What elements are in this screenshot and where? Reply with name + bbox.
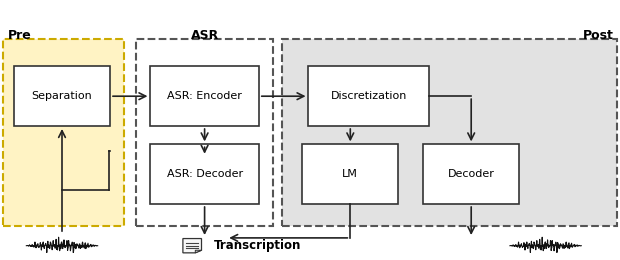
Text: Transcription: Transcription: [214, 239, 301, 252]
Text: Discretization: Discretization: [330, 91, 407, 101]
FancyBboxPatch shape: [136, 39, 273, 226]
Text: ASR: Encoder: ASR: Encoder: [167, 91, 242, 101]
FancyBboxPatch shape: [282, 39, 617, 226]
FancyBboxPatch shape: [3, 39, 124, 226]
FancyBboxPatch shape: [423, 144, 520, 204]
Text: ASR: ASR: [190, 29, 219, 42]
FancyBboxPatch shape: [151, 144, 259, 204]
Text: ASR: Decoder: ASR: Decoder: [167, 169, 242, 179]
FancyBboxPatch shape: [14, 66, 110, 126]
Text: Decoder: Decoder: [448, 169, 495, 179]
Text: Pre: Pre: [7, 29, 31, 42]
Text: Separation: Separation: [32, 91, 92, 101]
FancyBboxPatch shape: [309, 66, 429, 126]
Polygon shape: [195, 250, 202, 253]
FancyBboxPatch shape: [151, 66, 259, 126]
FancyBboxPatch shape: [302, 144, 398, 204]
Text: LM: LM: [342, 169, 358, 179]
Text: Post: Post: [583, 29, 614, 42]
Polygon shape: [183, 239, 202, 253]
